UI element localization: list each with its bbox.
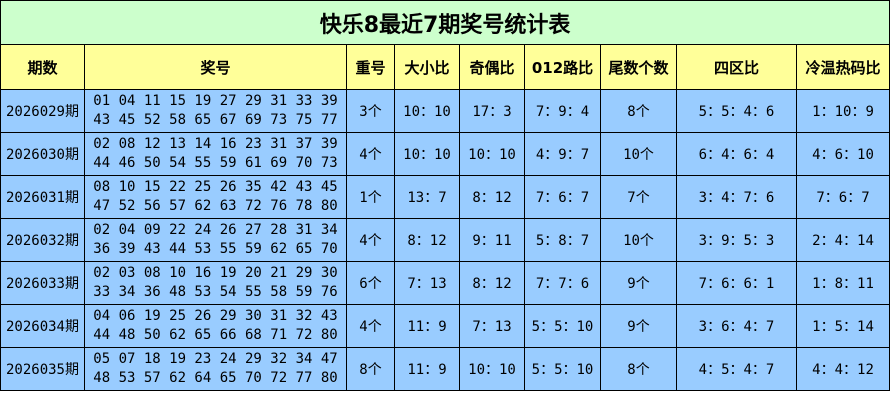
cold-warm-hot-cell: 4：4：12 bbox=[795, 347, 890, 391]
table-body: 2026029期 01 04 11 15 19 27 29 31 33 39 43 … bbox=[0, 89, 890, 391]
header-odd-even: 奇偶比 bbox=[459, 44, 525, 90]
header-012-road: 012路比 bbox=[524, 44, 601, 90]
repeat-cell: 1个 bbox=[346, 175, 395, 219]
table-row: 2026032期 02 04 09 22 24 26 27 28 31 34 36 … bbox=[0, 218, 890, 262]
big-small-cell: 7：13 bbox=[394, 261, 460, 305]
zones-cell: 7：6：6：1 bbox=[676, 261, 797, 305]
issue-cell: 2026032期 bbox=[0, 218, 85, 262]
repeat-cell: 8个 bbox=[346, 347, 395, 391]
issue-cell: 2026030期 bbox=[0, 132, 85, 176]
winning-numbers-line1: 05 07 18 19 23 24 29 32 34 47 bbox=[93, 351, 338, 367]
issue-cell: 2026035期 bbox=[0, 347, 85, 391]
header-issue: 期数 bbox=[0, 44, 85, 90]
road012-cell: 5：5：10 bbox=[524, 347, 601, 391]
zones-cell: 3：6：4：7 bbox=[676, 304, 797, 348]
road012-cell: 5：5：10 bbox=[524, 304, 601, 348]
winning-numbers-line2: 48 53 57 62 64 65 70 72 77 80 bbox=[93, 370, 338, 386]
repeat-cell: 6个 bbox=[346, 261, 395, 305]
winning-numbers-line2: 44 48 50 62 65 66 68 71 72 80 bbox=[93, 327, 338, 343]
issue-cell: 2026031期 bbox=[0, 175, 85, 219]
winning-numbers-line1: 02 08 12 13 14 16 23 31 37 39 bbox=[93, 136, 338, 152]
zones-cell: 4：5：4：7 bbox=[676, 347, 797, 391]
winning-numbers-line2: 47 52 56 57 62 63 72 76 78 80 bbox=[93, 198, 338, 214]
road012-cell: 7：9：4 bbox=[524, 89, 601, 133]
odd-even-cell: 10：10 bbox=[459, 347, 525, 391]
table-row: 2026034期 04 06 19 25 26 29 30 31 32 43 44 … bbox=[0, 304, 890, 348]
odd-even-cell: 8：12 bbox=[459, 175, 525, 219]
winning-numbers-cell: 08 10 15 22 25 26 35 42 43 45 47 52 56 57… bbox=[84, 175, 347, 219]
repeat-cell: 3个 bbox=[346, 89, 395, 133]
table-row: 2026031期 08 10 15 22 25 26 35 42 43 45 47 … bbox=[0, 175, 890, 219]
tail-count-cell: 7个 bbox=[600, 175, 677, 219]
tail-count-cell: 10个 bbox=[600, 218, 677, 262]
big-small-cell: 8：12 bbox=[394, 218, 460, 262]
repeat-cell: 4个 bbox=[346, 132, 395, 176]
big-small-cell: 11：9 bbox=[394, 304, 460, 348]
winning-numbers-line2: 43 45 52 58 65 67 69 73 75 77 bbox=[93, 112, 338, 128]
big-small-cell: 11：9 bbox=[394, 347, 460, 391]
winning-numbers-line1: 02 04 09 22 24 26 27 28 31 34 bbox=[93, 222, 338, 238]
header-cold-warm-hot: 冷温热码比 bbox=[795, 44, 890, 90]
winning-numbers-line2: 36 39 43 44 53 55 59 62 65 70 bbox=[93, 241, 338, 257]
header-numbers: 奖号 bbox=[84, 44, 347, 90]
table-row: 2026030期 02 08 12 13 14 16 23 31 37 39 44 … bbox=[0, 132, 890, 176]
repeat-cell: 4个 bbox=[346, 218, 395, 262]
cold-warm-hot-cell: 1：10：9 bbox=[795, 89, 890, 133]
cold-warm-hot-cell: 7：6：7 bbox=[795, 175, 890, 219]
tail-count-cell: 10个 bbox=[600, 132, 677, 176]
winning-numbers-cell: 02 04 09 22 24 26 27 28 31 34 36 39 43 44… bbox=[84, 218, 347, 262]
odd-even-cell: 8：12 bbox=[459, 261, 525, 305]
zones-cell: 5：5：4：6 bbox=[676, 89, 797, 133]
header-tail-count: 尾数个数 bbox=[600, 44, 677, 90]
tail-count-cell: 9个 bbox=[600, 261, 677, 305]
winning-numbers-line1: 04 06 19 25 26 29 30 31 32 43 bbox=[93, 308, 338, 324]
winning-numbers-cell: 02 03 08 10 16 19 20 21 29 30 33 34 36 48… bbox=[84, 261, 347, 305]
header-row: 期数 奖号 重号 大小比 奇偶比 012路比 尾数个数 四区比 冷温热码比 bbox=[0, 44, 890, 90]
header-repeat: 重号 bbox=[346, 44, 395, 90]
winning-numbers-line1: 01 04 11 15 19 27 29 31 33 39 bbox=[93, 93, 338, 109]
table-title: 快乐8最近7期奖号统计表 bbox=[0, 0, 890, 45]
winning-numbers-cell: 04 06 19 25 26 29 30 31 32 43 44 48 50 62… bbox=[84, 304, 347, 348]
odd-even-cell: 10：10 bbox=[459, 132, 525, 176]
repeat-cell: 4个 bbox=[346, 304, 395, 348]
winning-numbers-cell: 05 07 18 19 23 24 29 32 34 47 48 53 57 62… bbox=[84, 347, 347, 391]
cold-warm-hot-cell: 1：8：11 bbox=[795, 261, 890, 305]
winning-numbers-line2: 33 34 36 48 53 54 55 58 59 76 bbox=[93, 284, 338, 300]
odd-even-cell: 7：13 bbox=[459, 304, 525, 348]
big-small-cell: 10：10 bbox=[394, 89, 460, 133]
table-row: 2026033期 02 03 08 10 16 19 20 21 29 30 33 … bbox=[0, 261, 890, 305]
cold-warm-hot-cell: 2：4：14 bbox=[795, 218, 890, 262]
lottery-stats-table: 快乐8最近7期奖号统计表 期数 奖号 重号 大小比 奇偶比 012路比 尾数个数 四区比 冷温热… bbox=[0, 0, 890, 391]
issue-cell: 2026034期 bbox=[0, 304, 85, 348]
cold-warm-hot-cell: 4：6：10 bbox=[795, 132, 890, 176]
winning-numbers-cell: 02 08 12 13 14 16 23 31 37 39 44 46 50 54… bbox=[84, 132, 347, 176]
odd-even-cell: 9：11 bbox=[459, 218, 525, 262]
road012-cell: 5：8：7 bbox=[524, 218, 601, 262]
winning-numbers-line1: 08 10 15 22 25 26 35 42 43 45 bbox=[93, 179, 338, 195]
table-row: 2026029期 01 04 11 15 19 27 29 31 33 39 43 … bbox=[0, 89, 890, 133]
zones-cell: 3：9：5：3 bbox=[676, 218, 797, 262]
tail-count-cell: 8个 bbox=[600, 347, 677, 391]
winning-numbers-cell: 01 04 11 15 19 27 29 31 33 39 43 45 52 58… bbox=[84, 89, 347, 133]
zones-cell: 3：4：7：6 bbox=[676, 175, 797, 219]
tail-count-cell: 9个 bbox=[600, 304, 677, 348]
zones-cell: 6：4：6：4 bbox=[676, 132, 797, 176]
table-row: 2026035期 05 07 18 19 23 24 29 32 34 47 48 … bbox=[0, 347, 890, 391]
tail-count-cell: 8个 bbox=[600, 89, 677, 133]
issue-cell: 2026029期 bbox=[0, 89, 85, 133]
road012-cell: 4：9：7 bbox=[524, 132, 601, 176]
road012-cell: 7：6：7 bbox=[524, 175, 601, 219]
header-zones: 四区比 bbox=[676, 44, 797, 90]
cold-warm-hot-cell: 1：5：14 bbox=[795, 304, 890, 348]
big-small-cell: 13：7 bbox=[394, 175, 460, 219]
winning-numbers-line2: 44 46 50 54 55 59 61 69 70 73 bbox=[93, 155, 338, 171]
odd-even-cell: 17：3 bbox=[459, 89, 525, 133]
title-row: 快乐8最近7期奖号统计表 bbox=[0, 0, 890, 45]
big-small-cell: 10：10 bbox=[394, 132, 460, 176]
road012-cell: 7：7：6 bbox=[524, 261, 601, 305]
issue-cell: 2026033期 bbox=[0, 261, 85, 305]
header-big-small: 大小比 bbox=[394, 44, 460, 90]
winning-numbers-line1: 02 03 08 10 16 19 20 21 29 30 bbox=[93, 265, 338, 281]
